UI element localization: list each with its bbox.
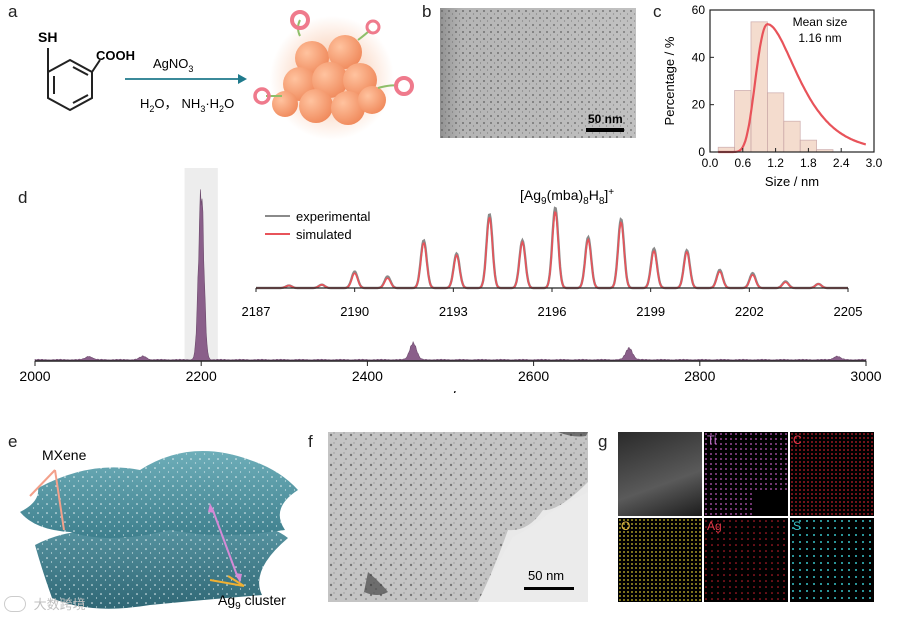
x-tick-label: 2000	[19, 368, 50, 384]
conditions-label: H2O， NH3·H2O	[140, 96, 234, 114]
tem-image-f: 50 nm	[328, 432, 588, 602]
simulated-trace	[256, 211, 848, 289]
x-axis-label: Size / nm	[765, 174, 819, 189]
y-tick-label: 0	[698, 145, 705, 159]
panel-label-g: g	[598, 432, 608, 451]
inset-x-tick-label: 2187	[242, 304, 271, 319]
reagent-label: AgNO3	[153, 56, 193, 74]
interlayer-arrow	[211, 507, 239, 579]
inset-x-tick-label: 2196	[538, 304, 567, 319]
mass-spectrum-chart: 2000 2200 2400 2600 2800 3000 m/z 2187 2190 2193 2…	[19, 168, 882, 393]
eds-map-s: S	[790, 518, 874, 602]
eds-map-ti: Ti	[704, 432, 788, 516]
plot-frame	[709, 9, 875, 153]
thiosalicylic-acid-structure	[47, 48, 101, 112]
x-tick-label: 0.6	[734, 156, 751, 170]
eds-map-grid: Ti C O Ag S	[618, 432, 876, 602]
scalebar-f	[524, 587, 574, 590]
inset-x-tick-label: 2205	[834, 304, 863, 319]
inset-title: [Ag9(mba)8H8]+	[520, 187, 614, 207]
x-tick-label: 1.2	[767, 156, 784, 170]
eds-label-c: C	[793, 433, 802, 447]
histogram-bar	[783, 120, 801, 153]
y-tick-label: 60	[692, 3, 706, 17]
y-tick-label: 20	[692, 98, 706, 112]
x-tick-label: 2200	[186, 368, 217, 384]
acid-label: COOH	[96, 48, 135, 63]
legend-simulated-label: simulated	[296, 227, 352, 242]
eds-label-ti: Ti	[707, 433, 717, 447]
scalebar-f-label: 50 nm	[528, 568, 565, 583]
main-spectrum	[34, 189, 867, 362]
ag9-cluster-illustration	[253, 10, 414, 140]
panel-label-e: e	[8, 432, 18, 451]
panel-a-scheme: SH COOH AgNO3 H2O， NH3·H2O	[38, 10, 414, 140]
histogram-bar	[767, 92, 785, 153]
panel-label-f: f	[308, 432, 313, 451]
x-tick-label: 3.0	[866, 156, 883, 170]
scalebar-b	[586, 128, 624, 132]
eds-label-ag: Ag	[707, 519, 722, 533]
inset-x-tick-label: 2193	[439, 304, 468, 319]
eds-label-o: O	[621, 519, 631, 533]
inset-x-tick-label: 2202	[735, 304, 764, 319]
mean-size-value: 1.16 nm	[798, 31, 841, 45]
x-tick-label: 2.4	[833, 156, 850, 170]
eds-map-o: O	[618, 518, 702, 602]
thiol-label: SH	[38, 29, 57, 45]
x-tick-label: 2600	[518, 368, 549, 384]
eds-map-haadf	[618, 432, 702, 516]
x-tick-label: 3000	[850, 368, 881, 384]
y-tick-label: 40	[692, 50, 706, 64]
ag9-cluster-label: Ag9 cluster	[218, 592, 286, 612]
eds-map-c: C	[790, 432, 874, 516]
mxene-sheet-top	[20, 451, 298, 539]
fit-curve	[718, 23, 867, 154]
reaction-arrow-head	[238, 74, 247, 84]
size-distribution-chart: 0.0 0.6 1.2 1.8 2.4 3.0 0 20 40 60 Size / nm Percen…	[662, 3, 883, 189]
inset-x-tick-label: 2190	[340, 304, 369, 319]
watermark-logo-icon	[4, 595, 26, 612]
mean-size-annotation: Mean size	[793, 15, 848, 29]
tem-image-b: 50 nm	[440, 8, 636, 138]
legend-experimental-label: experimental	[296, 209, 371, 224]
panel-e-illustration: MXene Ag9 cluster	[20, 447, 298, 612]
mxene-label: MXene	[42, 447, 87, 463]
eds-map-ag: Ag	[704, 518, 788, 602]
y-axis-label: Percentage / %	[662, 36, 677, 125]
watermark: 大数跨境	[4, 594, 86, 613]
x-tick-label: 1.8	[800, 156, 817, 170]
panel-label-d: d	[18, 188, 28, 207]
scalebar-b-label: 50 nm	[588, 112, 623, 126]
panel-label-c: c	[653, 2, 662, 21]
x-tick-label: 2400	[352, 368, 383, 384]
panel-label-b: b	[422, 2, 432, 21]
eds-label-s: S	[793, 519, 802, 533]
x-axis-label: m/z	[437, 388, 464, 393]
x-tick-label: 0.0	[702, 156, 719, 170]
x-tick-label: 2800	[684, 368, 715, 384]
inset-x-tick-label: 2199	[636, 304, 665, 319]
panel-label-a: a	[8, 2, 18, 21]
